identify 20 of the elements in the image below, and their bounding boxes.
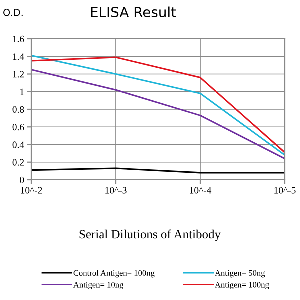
legend-label: Antigen= 100ng	[215, 282, 270, 290]
x-tick-label: 10^-4	[190, 187, 212, 194]
legend-label: Antigen= 50ng	[215, 270, 266, 278]
y-tick-label: 0	[20, 176, 24, 184]
y-tick-label: 1.2	[13, 71, 24, 78]
x-tick-label: 10^-5	[274, 187, 296, 194]
x-tick-label: 10^-3	[106, 187, 127, 194]
legend-label: Control Antigen= 100ng	[74, 270, 155, 278]
x-axis-title: Serial Dilutions of Antibody	[80, 230, 221, 242]
y-tick-label: 1.6	[13, 36, 24, 43]
x-tick-label: 10^-2	[21, 187, 42, 194]
y-tick-label: 0.8	[12, 106, 24, 114]
chart-title: ELISA Result	[91, 6, 176, 18]
y-axis-title: O.D.	[4, 8, 23, 16]
legend-label: Antigen= 10ng	[73, 282, 124, 290]
y-tick-label: 0.2	[12, 159, 24, 166]
y-tick-label: 0.4	[12, 142, 24, 148]
y-tick-label: 1	[20, 88, 24, 96]
y-tick-label: 0.6	[12, 124, 24, 131]
y-tick-label: 1.4	[13, 54, 24, 60]
